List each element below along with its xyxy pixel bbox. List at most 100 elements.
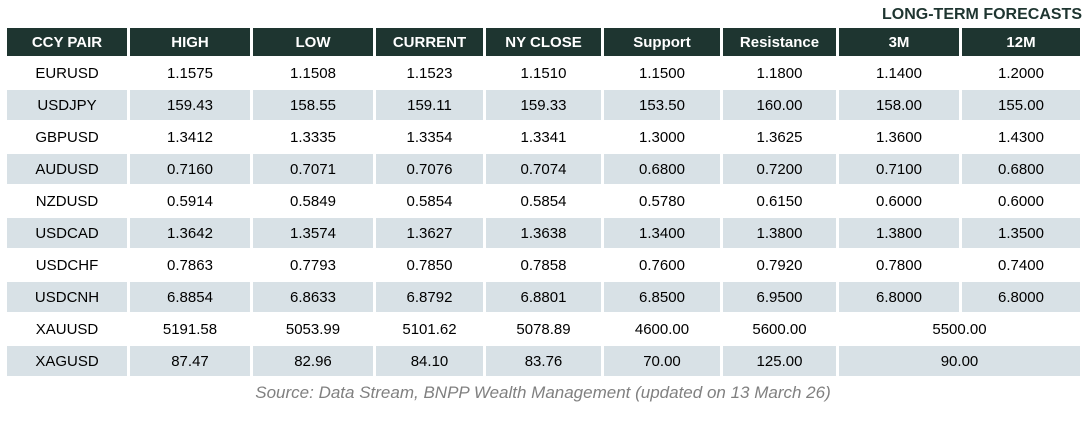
value-cell-resistance: 0.6150 — [723, 186, 836, 216]
value-cell-12m: 0.7400 — [962, 250, 1080, 280]
value-cell-ny-close: 0.7858 — [486, 250, 601, 280]
value-cell-resistance: 1.3625 — [723, 122, 836, 152]
value-cell-low: 6.8633 — [253, 282, 373, 312]
value-cell-12m: 155.00 — [962, 90, 1080, 120]
value-cell-ny-close: 83.76 — [486, 346, 601, 376]
value-cell-3m: 1.3800 — [839, 218, 959, 248]
value-cell-3m: 0.7800 — [839, 250, 959, 280]
value-cell-current: 1.3354 — [376, 122, 483, 152]
table-row-usdchf: USDCHF 0.7863 0.7793 0.7850 0.7858 0.7600 0.79… — [7, 250, 1080, 280]
value-cell-high: 87.47 — [130, 346, 250, 376]
value-cell-12m: 0.6800 — [962, 154, 1080, 184]
value-cell-12m: 0.6000 — [962, 186, 1080, 216]
ccy-pair-cell: USDJPY — [7, 90, 127, 120]
value-cell-support: 4600.00 — [604, 314, 720, 344]
value-cell-high: 1.3412 — [130, 122, 250, 152]
value-cell-support: 0.6800 — [604, 154, 720, 184]
value-cell-low: 158.55 — [253, 90, 373, 120]
value-cell-resistance: 160.00 — [723, 90, 836, 120]
value-cell-low: 0.5849 — [253, 186, 373, 216]
value-cell-resistance: 0.7200 — [723, 154, 836, 184]
ccy-pair-cell: NZDUSD — [7, 186, 127, 216]
value-cell-high: 1.1575 — [130, 58, 250, 88]
value-cell-3m: 0.6000 — [839, 186, 959, 216]
value-cell-low: 1.3574 — [253, 218, 373, 248]
ccy-pair-cell: XAGUSD — [7, 346, 127, 376]
value-cell-12m: 6.8000 — [962, 282, 1080, 312]
value-cell-resistance: 6.9500 — [723, 282, 836, 312]
value-cell-3m: 6.8000 — [839, 282, 959, 312]
fx-forecast-page: LONG-TERM FORECASTS CCY PAIR HIGH LOW CURRE… — [7, 6, 1082, 402]
value-cell-low: 82.96 — [253, 346, 373, 376]
value-cell-current: 6.8792 — [376, 282, 483, 312]
column-header-3m: 3M — [839, 28, 959, 56]
value-cell-resistance: 125.00 — [723, 346, 836, 376]
value-cell-resistance: 1.1800 — [723, 58, 836, 88]
value-cell-high: 1.3642 — [130, 218, 250, 248]
value-cell-ny-close: 6.8801 — [486, 282, 601, 312]
value-cell-current: 159.11 — [376, 90, 483, 120]
table-row-audusd: AUDUSD 0.7160 0.7071 0.7076 0.7074 0.6800 0.72… — [7, 154, 1080, 184]
table-row-usdcnh: USDCNH 6.8854 6.8633 6.8792 6.8801 6.8500 6.95… — [7, 282, 1080, 312]
value-cell-support: 6.8500 — [604, 282, 720, 312]
column-header-low: LOW — [253, 28, 373, 56]
value-cell-high: 0.5914 — [130, 186, 250, 216]
ccy-pair-cell: USDCAD — [7, 218, 127, 248]
ccy-pair-cell: GBPUSD — [7, 122, 127, 152]
value-cell-support: 70.00 — [604, 346, 720, 376]
value-cell-support: 0.7600 — [604, 250, 720, 280]
table-row-usdcad: USDCAD 1.3642 1.3574 1.3627 1.3638 1.3400 1.38… — [7, 218, 1080, 248]
table-row-eurusd: EURUSD 1.1575 1.1508 1.1523 1.1510 1.1500 1.18… — [7, 58, 1080, 88]
value-cell-high: 5191.58 — [130, 314, 250, 344]
table-row-xauusd: XAUUSD 5191.58 5053.99 5101.62 5078.89 4600.0… — [7, 314, 1080, 344]
value-cell-3m: 1.1400 — [839, 58, 959, 88]
column-header-current: CURRENT — [376, 28, 483, 56]
value-cell-ny-close: 1.1510 — [486, 58, 601, 88]
value-cell-current: 0.5854 — [376, 186, 483, 216]
merged-forecast-cell: 5500.00 — [839, 314, 1080, 344]
value-cell-resistance: 5600.00 — [723, 314, 836, 344]
ccy-pair-cell: EURUSD — [7, 58, 127, 88]
value-cell-resistance: 1.3800 — [723, 218, 836, 248]
source-note: Source: Data Stream, BNPP Wealth Managem… — [255, 383, 831, 402]
value-cell-ny-close: 0.7074 — [486, 154, 601, 184]
value-cell-high: 159.43 — [130, 90, 250, 120]
ccy-pair-cell: USDCNH — [7, 282, 127, 312]
value-cell-support: 1.3000 — [604, 122, 720, 152]
value-cell-current: 0.7076 — [376, 154, 483, 184]
value-cell-ny-close: 5078.89 — [486, 314, 601, 344]
column-header-high: HIGH — [130, 28, 250, 56]
column-header-support: Support — [604, 28, 720, 56]
value-cell-12m: 1.4300 — [962, 122, 1080, 152]
merged-forecast-cell: 90.00 — [839, 346, 1080, 376]
value-cell-low: 5053.99 — [253, 314, 373, 344]
value-cell-current: 1.1523 — [376, 58, 483, 88]
column-header-resistance: Resistance — [723, 28, 836, 56]
value-cell-3m: 158.00 — [839, 90, 959, 120]
table-row-usdjpy: USDJPY 159.43 158.55 159.11 159.33 153.50 160.… — [7, 90, 1080, 120]
ccy-pair-cell: AUDUSD — [7, 154, 127, 184]
column-header-12m: 12M — [962, 28, 1080, 56]
column-header-ccy-pair: CCY PAIR — [7, 28, 127, 56]
value-cell-ny-close: 1.3638 — [486, 218, 601, 248]
value-cell-low: 0.7793 — [253, 250, 373, 280]
value-cell-current: 5101.62 — [376, 314, 483, 344]
value-cell-3m: 1.3600 — [839, 122, 959, 152]
value-cell-current: 84.10 — [376, 346, 483, 376]
value-cell-high: 0.7160 — [130, 154, 250, 184]
value-cell-high: 6.8854 — [130, 282, 250, 312]
value-cell-ny-close: 1.3341 — [486, 122, 601, 152]
table-row-gbpusd: GBPUSD 1.3412 1.3335 1.3354 1.3341 1.3000 1.36… — [7, 122, 1080, 152]
value-cell-current: 0.7850 — [376, 250, 483, 280]
value-cell-12m: 1.2000 — [962, 58, 1080, 88]
value-cell-12m: 1.3500 — [962, 218, 1080, 248]
value-cell-low: 1.1508 — [253, 58, 373, 88]
long-term-forecasts-label: LONG-TERM FORECASTS — [882, 6, 1082, 23]
value-cell-ny-close: 159.33 — [486, 90, 601, 120]
value-cell-resistance: 0.7920 — [723, 250, 836, 280]
value-cell-high: 0.7863 — [130, 250, 250, 280]
table-row-xagusd: XAGUSD 87.47 82.96 84.10 83.76 70.00 125.00 90.… — [7, 346, 1080, 376]
value-cell-support: 0.5780 — [604, 186, 720, 216]
value-cell-3m: 0.7100 — [839, 154, 959, 184]
table-body: EURUSD 1.1575 1.1508 1.1523 1.1510 1.1500 1.18… — [7, 58, 1080, 376]
